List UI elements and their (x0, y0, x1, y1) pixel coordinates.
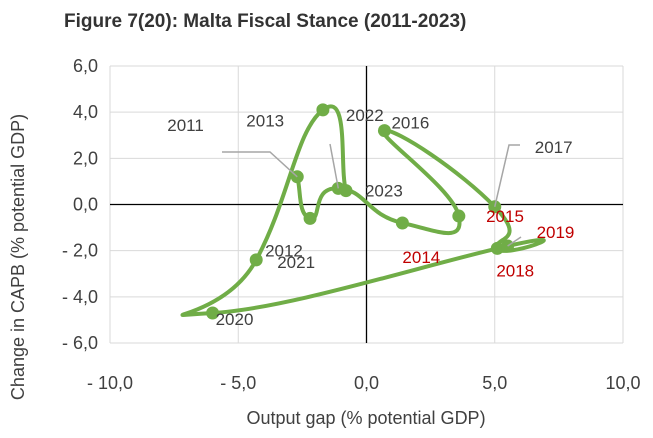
x-tick-label: 5,0 (482, 373, 507, 393)
data-label-2012: 2012 (265, 241, 303, 260)
data-label-2019: 2019 (537, 223, 575, 242)
data-point-2016 (377, 124, 391, 138)
data-point-2012 (303, 211, 317, 225)
x-tick-label: 0,0 (354, 373, 379, 393)
data-label-2022: 2022 (346, 106, 384, 125)
data-label-2023: 2023 (365, 182, 403, 201)
series-layer (180, 103, 546, 320)
data-label-2016: 2016 (391, 114, 429, 133)
data-label-2018: 2018 (496, 261, 534, 280)
data-label-2011: 2011 (167, 116, 204, 135)
data-label-2014: 2014 (402, 248, 440, 267)
x-tick-label: - 10,0 (87, 373, 133, 393)
data-point-2015 (452, 209, 466, 223)
data-label-2020: 2020 (216, 310, 254, 329)
data-point-2018 (490, 241, 504, 255)
data-label-2013: 2013 (246, 111, 284, 130)
leader-line-2011 (222, 151, 298, 178)
chart-title: Figure 7(20): Malta Fiscal Stance (2011-… (64, 11, 466, 32)
data-label-2015: 2015 (486, 207, 524, 226)
data-point-2022 (316, 103, 330, 117)
x-tick-label: 10,0 (605, 373, 640, 393)
y-tick-label: 6,0 (73, 56, 98, 76)
y-tick-label: 0,0 (73, 195, 98, 215)
leader-line-2019 (507, 236, 522, 247)
x-axis-title: Output gap (% potential GDP) (246, 408, 485, 428)
leader-line-2013 (329, 143, 340, 189)
y-axis-title: Change in CAPB (% potential GDP) (8, 114, 28, 400)
y-tick-label: 4,0 (73, 102, 98, 122)
y-tick-label: 2,0 (73, 148, 98, 168)
data-point-2014 (395, 216, 409, 230)
y-tick-label: - 6,0 (62, 333, 98, 353)
data-label-2021: 2021 (277, 253, 315, 272)
y-tick-label: - 2,0 (62, 241, 98, 261)
data-label-2017: 2017 (535, 138, 573, 157)
data-point-2023 (339, 184, 353, 198)
data-point-2020 (206, 306, 220, 320)
x-tick-label: - 5,0 (220, 373, 256, 393)
leader-line-2017 (494, 144, 520, 207)
data-point-2021 (249, 253, 263, 267)
y-tick-label: - 4,0 (62, 287, 98, 307)
